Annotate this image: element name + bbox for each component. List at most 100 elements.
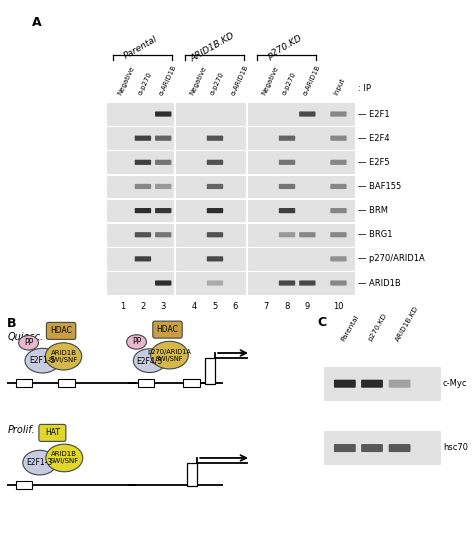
Text: p270.KD: p270.KD <box>367 312 388 342</box>
Text: 10: 10 <box>333 302 344 312</box>
Text: — E2F5: — E2F5 <box>358 158 390 167</box>
Text: p270/ARID1A
SWI/SNF: p270/ARID1A SWI/SNF <box>147 349 191 362</box>
FancyBboxPatch shape <box>207 280 223 286</box>
Ellipse shape <box>133 349 166 372</box>
Text: HDAC: HDAC <box>156 325 178 334</box>
Ellipse shape <box>25 348 60 373</box>
FancyBboxPatch shape <box>330 136 346 141</box>
FancyBboxPatch shape <box>135 184 151 189</box>
Text: A: A <box>32 16 42 29</box>
Text: ARID1B.KD: ARID1B.KD <box>189 31 236 64</box>
Bar <box>323 430 441 465</box>
FancyBboxPatch shape <box>39 424 66 441</box>
FancyBboxPatch shape <box>135 208 151 213</box>
FancyBboxPatch shape <box>279 232 295 237</box>
FancyBboxPatch shape <box>135 232 151 237</box>
Text: 8: 8 <box>284 302 290 312</box>
Bar <box>183 379 200 386</box>
Text: α-ARID1B: α-ARID1B <box>158 64 177 96</box>
Text: 7: 7 <box>264 302 269 312</box>
Text: ARID1B
SWI/SNF: ARID1B SWI/SNF <box>50 452 79 465</box>
Text: 9: 9 <box>305 302 310 312</box>
Text: HDAC: HDAC <box>50 327 72 335</box>
Text: Negative: Negative <box>117 65 136 96</box>
Ellipse shape <box>45 343 82 370</box>
FancyBboxPatch shape <box>361 379 383 388</box>
FancyBboxPatch shape <box>155 232 172 237</box>
Text: α-ARID1B: α-ARID1B <box>230 64 249 96</box>
Bar <box>323 365 441 401</box>
FancyBboxPatch shape <box>279 184 295 189</box>
Ellipse shape <box>23 450 56 475</box>
Text: E2F1-5: E2F1-5 <box>29 356 55 365</box>
Bar <box>106 247 355 271</box>
Text: PP: PP <box>24 338 33 347</box>
Bar <box>106 150 355 174</box>
Text: E2F4/5: E2F4/5 <box>137 356 163 365</box>
Bar <box>106 199 355 223</box>
Text: — BAF155: — BAF155 <box>358 182 401 191</box>
FancyBboxPatch shape <box>46 322 76 340</box>
FancyBboxPatch shape <box>279 160 295 165</box>
FancyBboxPatch shape <box>279 280 295 286</box>
FancyBboxPatch shape <box>207 184 223 189</box>
FancyBboxPatch shape <box>330 160 346 165</box>
Text: B: B <box>7 317 16 330</box>
Text: ARID1B.KD: ARID1B.KD <box>394 305 419 342</box>
Text: C: C <box>317 316 327 329</box>
Text: — BRG1: — BRG1 <box>358 230 392 239</box>
FancyBboxPatch shape <box>207 136 223 141</box>
Text: 4: 4 <box>191 302 197 312</box>
FancyBboxPatch shape <box>389 444 410 452</box>
Ellipse shape <box>18 336 38 350</box>
Text: α-p270: α-p270 <box>282 71 298 96</box>
FancyBboxPatch shape <box>155 112 172 116</box>
Bar <box>106 223 355 247</box>
Bar <box>58 379 75 386</box>
Text: p270.KD: p270.KD <box>265 34 303 61</box>
FancyBboxPatch shape <box>207 160 223 165</box>
Text: Prolif.: Prolif. <box>8 425 36 435</box>
FancyBboxPatch shape <box>135 136 151 141</box>
Text: 6: 6 <box>233 302 238 312</box>
FancyBboxPatch shape <box>207 232 223 237</box>
FancyBboxPatch shape <box>155 136 172 141</box>
Bar <box>106 126 355 150</box>
Ellipse shape <box>151 341 188 369</box>
Text: — ARID1B: — ARID1B <box>358 279 401 287</box>
Ellipse shape <box>127 335 146 349</box>
FancyBboxPatch shape <box>334 379 356 388</box>
FancyBboxPatch shape <box>155 160 172 165</box>
FancyBboxPatch shape <box>135 256 151 261</box>
FancyBboxPatch shape <box>299 112 316 116</box>
Text: c-Myc: c-Myc <box>443 379 467 388</box>
Text: Quiesc.: Quiesc. <box>8 331 44 342</box>
Text: Parental: Parental <box>122 34 159 61</box>
Text: α-ARID1B: α-ARID1B <box>302 64 321 96</box>
Text: HAT: HAT <box>45 429 60 437</box>
FancyBboxPatch shape <box>389 379 410 388</box>
Text: PP: PP <box>132 337 141 347</box>
Text: Negative: Negative <box>189 65 208 96</box>
Text: ARID1B
SWI/SNF: ARID1B SWI/SNF <box>49 350 78 363</box>
Text: — p270/ARID1A: — p270/ARID1A <box>358 254 425 264</box>
FancyBboxPatch shape <box>155 280 172 286</box>
Ellipse shape <box>46 444 83 472</box>
FancyBboxPatch shape <box>207 256 223 261</box>
Text: 1: 1 <box>119 302 125 312</box>
Bar <box>106 175 355 198</box>
Bar <box>16 379 32 386</box>
Bar <box>16 481 32 488</box>
Bar <box>106 271 355 295</box>
Bar <box>205 358 215 384</box>
Text: Negative: Negative <box>261 65 280 96</box>
FancyBboxPatch shape <box>330 280 346 286</box>
Text: 3: 3 <box>161 302 166 312</box>
Text: 2: 2 <box>140 302 146 312</box>
FancyBboxPatch shape <box>330 256 346 261</box>
FancyBboxPatch shape <box>330 208 346 213</box>
Bar <box>187 463 197 486</box>
Text: Input: Input <box>333 77 346 96</box>
FancyBboxPatch shape <box>135 160 151 165</box>
Text: α-p270: α-p270 <box>210 71 226 96</box>
